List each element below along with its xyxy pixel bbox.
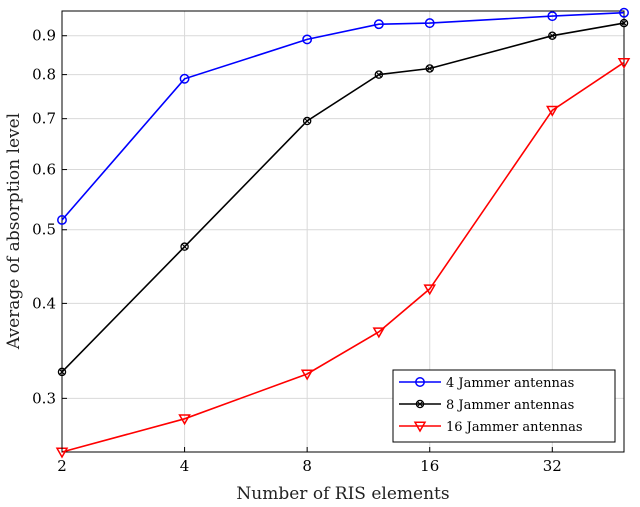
data-point	[300, 369, 314, 381]
data-point	[415, 377, 425, 387]
data-point	[57, 215, 67, 225]
x-tick-label: 16	[420, 457, 439, 475]
data-point	[178, 414, 191, 426]
legend-entry: 8 Jammer antennas	[399, 398, 574, 413]
data-point	[373, 19, 384, 30]
grid	[61, 11, 624, 452]
y-tick-label: 0.8	[32, 66, 56, 84]
tick-labels: 2 4 8 16 32 0.3 0.4 0.5 0.6 0.7 0.8 0.9	[32, 27, 562, 475]
series-line	[61, 22, 625, 373]
series-1	[57, 7, 629, 225]
x-tick-label: 32	[543, 457, 562, 475]
y-tick-label: 0.7	[32, 110, 56, 128]
x-axis-label: Number of RIS elements	[236, 484, 449, 504]
y-tick-label: 0.9	[32, 27, 56, 45]
series-layer	[55, 7, 631, 459]
legend-label: 8 Jammer antennas	[446, 398, 574, 413]
data-point	[57, 367, 67, 377]
data-point	[302, 34, 313, 45]
y-tick-label: 0.3	[32, 389, 56, 407]
data-point	[374, 70, 384, 79]
data-point	[302, 116, 312, 126]
data-point	[413, 421, 427, 433]
data-point	[619, 7, 629, 18]
data-point	[180, 242, 189, 251]
y-tick-label: 0.6	[32, 161, 56, 179]
data-point	[547, 11, 558, 22]
series-line	[61, 61, 625, 453]
data-point	[179, 73, 190, 84]
data-point	[617, 57, 631, 69]
x-tick-label: 4	[180, 457, 190, 475]
data-point	[425, 64, 434, 73]
series-line	[61, 11, 625, 221]
x-tick-label: 2	[57, 457, 67, 475]
legend-label: 16 Jammer antennas	[446, 420, 583, 435]
data-point	[546, 105, 559, 117]
data-point	[619, 18, 629, 28]
series-2	[57, 18, 629, 377]
legend-entry: 16 Jammer antennas	[399, 420, 583, 435]
data-point	[372, 327, 386, 339]
data-point	[415, 399, 425, 409]
series-3	[55, 57, 631, 459]
data-point	[423, 284, 437, 296]
legend: 4 Jammer antennas 8 Jammer antennas 16 Jam…	[392, 369, 616, 443]
data-point	[548, 31, 557, 40]
y-tick-label: 0.4	[32, 294, 56, 312]
x-tick-label: 8	[302, 457, 312, 475]
legend-entry: 4 Jammer antennas	[399, 376, 574, 391]
legend-label: 4 Jammer antennas	[446, 376, 574, 391]
plot-frame	[61, 10, 625, 453]
y-axis-label: Average of absorption level	[4, 113, 24, 350]
y-tick-label: 0.5	[32, 221, 56, 239]
data-point	[424, 18, 435, 29]
